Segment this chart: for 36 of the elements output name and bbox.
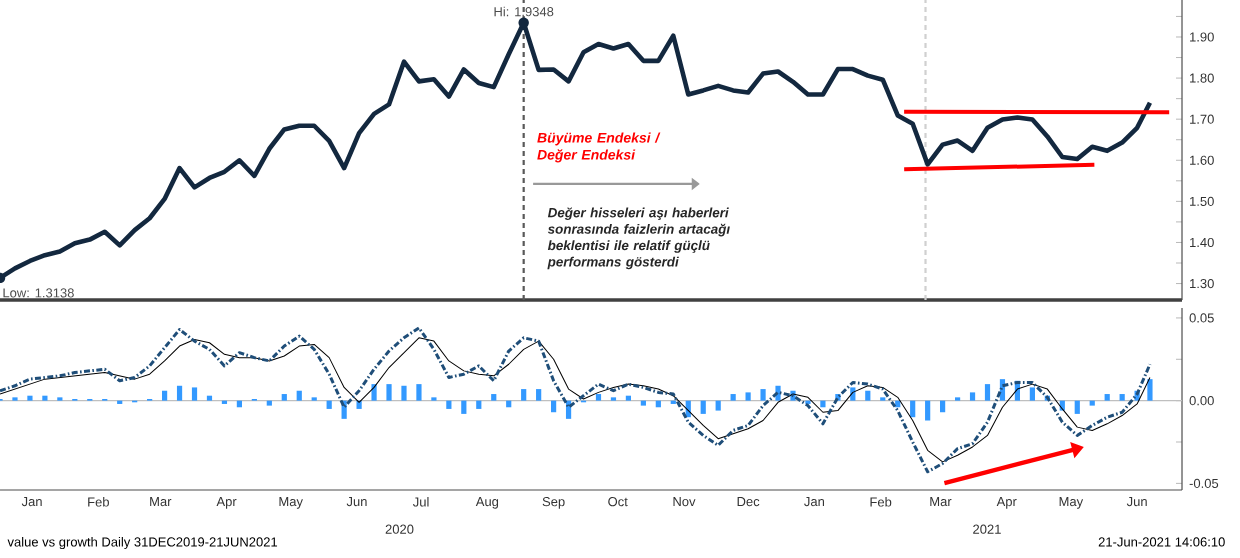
y-tick-label: 1.40 [1190, 237, 1214, 248]
text: 2020 [385, 524, 414, 534]
x-tick-label: Jul [412, 497, 429, 507]
x-tick-label: Mar [150, 497, 172, 507]
x-tick-label: Sep [542, 497, 565, 509]
x-tick-label: Dec [737, 497, 760, 507]
y-tick-label: 0.00 [1189, 396, 1214, 406]
x-tick-label: Jan [21, 497, 42, 507]
x-tick-label: May [1059, 497, 1084, 509]
x-tick-label: Mar [930, 497, 952, 507]
y-tick-label: 1.30 [1190, 278, 1214, 289]
x-tick-label: Jun [346, 497, 367, 507]
annotation: Büyüme Endeksi / Değer Endeksi [537, 132, 661, 163]
y-tick-label: 1.90 [1190, 32, 1214, 42]
y-tick-label: 1.80 [1190, 73, 1214, 83]
y-tick-label: 1.70 [1190, 114, 1214, 124]
x-tick-label: Aug [475, 497, 499, 509]
text: value vs growth Daily 31DEC2019-21JUN2021 [7, 537, 278, 550]
y-tick-label: 1.60 [1190, 155, 1214, 165]
y-tick-label: 1.50 [1190, 196, 1214, 206]
x-tick-label: Feb [88, 497, 109, 507]
x-tick-label: Apr [996, 497, 1017, 509]
annotation: Hi: 1.9348 [494, 6, 554, 17]
x-tick-label: Feb [870, 497, 892, 507]
y-tick-label: -0.05 [1189, 478, 1219, 488]
x-tick-label: Apr [216, 497, 237, 509]
x-tick-label: Oct [608, 497, 628, 507]
y-tick-label: 0.05 [1189, 313, 1214, 323]
text: 21-Jun-2021 14:06:10 [1098, 537, 1225, 547]
x-tick-label: May [279, 497, 303, 509]
x-tick-label: Nov [673, 497, 696, 507]
x-tick-label: Jan [804, 497, 824, 507]
x-tick-label: Jun [1126, 497, 1147, 507]
text: 2021 [973, 524, 1001, 534]
annotation: Low: 1.3138 [3, 288, 74, 298]
annotation: Değer hisseleri aşı haberleri sonrasında faizlerin artacağı beklentisi ile relatif güçlü performans gösterdi [547, 207, 730, 270]
